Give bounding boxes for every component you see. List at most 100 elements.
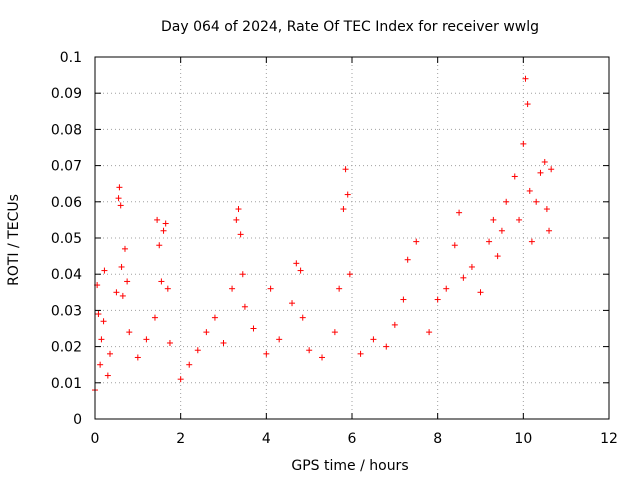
data-point (344, 191, 351, 198)
data-point (537, 169, 544, 176)
y-tick-label: 0.06 (51, 195, 82, 211)
data-point (346, 271, 353, 278)
data-point (391, 321, 398, 328)
data-point (524, 101, 531, 108)
data-point (104, 372, 111, 379)
data-point (434, 296, 441, 303)
data-point (520, 140, 527, 147)
y-tick-label: 0.01 (51, 376, 82, 392)
data-point (546, 227, 553, 234)
x-tick-label: 12 (600, 431, 618, 447)
data-point (95, 311, 102, 318)
x-tick-label: 6 (348, 431, 357, 447)
data-point (477, 289, 484, 296)
data-point (460, 274, 467, 281)
y-tick-label: 0.05 (51, 231, 82, 247)
data-point (357, 350, 364, 357)
data-point (239, 271, 246, 278)
data-point (177, 376, 184, 383)
y-axis-label: ROTI / TECUs (6, 194, 22, 286)
data-point (106, 350, 113, 357)
y-tick-label: 0.08 (51, 122, 82, 138)
data-point (426, 329, 433, 336)
x-tick-label: 0 (91, 431, 100, 447)
data-point (548, 166, 555, 173)
data-point (490, 216, 497, 223)
data-point (203, 329, 210, 336)
data-point (526, 187, 533, 194)
data-point (164, 285, 171, 292)
data-point (511, 173, 518, 180)
data-point (451, 242, 458, 249)
data-point (162, 220, 169, 227)
data-point (121, 245, 128, 252)
data-point (166, 339, 173, 346)
y-tick-label: 0.03 (51, 303, 82, 319)
x-axis-label: GPS time / hours (291, 458, 408, 474)
data-point (143, 336, 150, 343)
data-point (115, 195, 122, 202)
y-tick-label: 0.04 (51, 267, 82, 283)
data-point (211, 314, 218, 321)
data-point (158, 278, 165, 285)
data-point (160, 227, 167, 234)
data-point (98, 336, 105, 343)
data-point (340, 206, 347, 213)
y-tick-label: 0.02 (51, 340, 82, 356)
data-point (342, 166, 349, 173)
x-tick-label: 8 (433, 431, 442, 447)
data-point (194, 347, 201, 354)
x-tick-label: 2 (176, 431, 185, 447)
chart-title: Day 064 of 2024, Rate Of TEC Index for r… (161, 19, 539, 35)
data-point (267, 285, 274, 292)
data-point (113, 289, 120, 296)
data-point (541, 158, 548, 165)
data-point (156, 242, 163, 249)
data-point (134, 354, 141, 361)
data-point (336, 285, 343, 292)
data-point (468, 263, 475, 270)
data-point (299, 314, 306, 321)
data-point (289, 300, 296, 307)
data-point (117, 202, 124, 209)
data-point (116, 184, 123, 191)
axis-ticks (94, 56, 610, 420)
data-point (118, 263, 125, 270)
data-point (97, 361, 104, 368)
data-point (250, 325, 257, 332)
data-point (151, 314, 158, 321)
data-point (306, 347, 313, 354)
data-point (276, 336, 283, 343)
data-points (92, 75, 555, 394)
data-point (456, 209, 463, 216)
data-point (293, 260, 300, 267)
data-point (241, 303, 248, 310)
data-point (503, 198, 510, 205)
data-point (404, 256, 411, 263)
data-point (220, 339, 227, 346)
data-point (370, 336, 377, 343)
data-point (124, 278, 131, 285)
y-tick-label: 0.1 (60, 50, 82, 66)
data-point (319, 354, 326, 361)
x-tick-label: 10 (514, 431, 532, 447)
data-point (533, 198, 540, 205)
data-point (154, 216, 161, 223)
data-point (101, 267, 108, 274)
data-point (400, 296, 407, 303)
data-point (498, 227, 505, 234)
data-point (263, 350, 270, 357)
y-tick-label: 0.07 (51, 159, 82, 175)
data-point (235, 206, 242, 213)
x-tick-label: 4 (262, 431, 271, 447)
data-point (522, 75, 529, 82)
data-point (494, 253, 501, 260)
data-point (443, 285, 450, 292)
data-point (229, 285, 236, 292)
data-point (486, 238, 493, 245)
y-tick-label: 0 (73, 412, 82, 428)
data-point (543, 206, 550, 213)
tick-labels: 0 2 4 6 8 10 12 0 0.01 0.02 0.03 0.04 0.05 0.06 0.07 0.… (51, 50, 618, 447)
